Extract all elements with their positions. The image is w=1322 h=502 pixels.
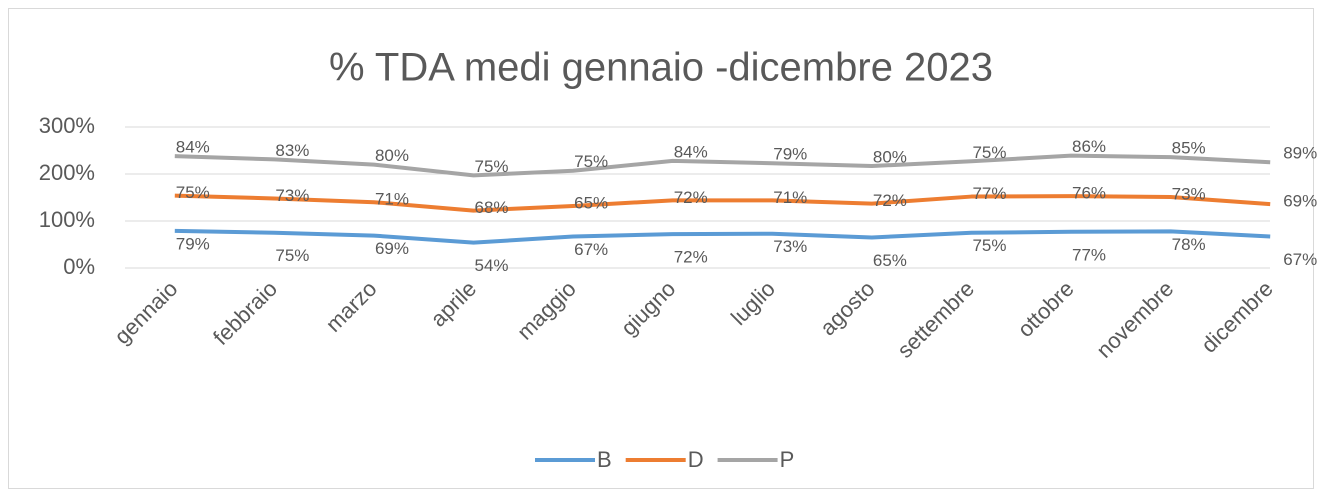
data-label: 76% — [1072, 184, 1106, 203]
chart-border — [8, 8, 1314, 489]
data-label: 69% — [1283, 192, 1317, 211]
data-label: 69% — [375, 239, 409, 258]
data-label: 80% — [873, 147, 907, 166]
data-label: 54% — [475, 256, 509, 275]
series-line — [174, 193, 1271, 213]
data-label: 75% — [475, 157, 509, 176]
data-label: 85% — [1172, 139, 1206, 158]
data-label: 67% — [1283, 250, 1317, 269]
data-label: 80% — [375, 146, 409, 165]
data-label: 77% — [1072, 245, 1106, 264]
data-label: 67% — [574, 240, 608, 259]
series-line — [174, 153, 1271, 178]
data-label: 71% — [773, 188, 807, 207]
legend-label: D — [688, 447, 704, 472]
data-label: 71% — [375, 190, 409, 209]
data-label: 75% — [574, 152, 608, 171]
data-label: 84% — [674, 142, 708, 161]
y-tick-label: 100% — [39, 207, 95, 232]
data-label: 84% — [176, 138, 210, 157]
data-label: 72% — [674, 188, 708, 207]
data-label: 73% — [773, 237, 807, 256]
data-label: 65% — [873, 251, 907, 270]
data-label: 65% — [574, 193, 608, 212]
data-label: 73% — [275, 186, 309, 205]
data-label: 89% — [1283, 144, 1317, 163]
series-line — [174, 228, 1271, 245]
data-label: 77% — [972, 184, 1006, 203]
data-label: 79% — [773, 145, 807, 164]
data-label: 72% — [674, 248, 708, 267]
data-label: 73% — [1172, 185, 1206, 204]
data-label: 75% — [176, 183, 210, 202]
y-tick-label: 0% — [63, 254, 95, 279]
data-label: 78% — [1172, 235, 1206, 254]
legend-label: P — [780, 447, 795, 472]
data-label: 83% — [275, 141, 309, 160]
legend-label: B — [597, 447, 612, 472]
data-label: 86% — [1072, 137, 1106, 156]
y-tick-label: 200% — [39, 160, 95, 185]
y-tick-label: 300% — [39, 113, 95, 138]
data-label: 68% — [475, 198, 509, 217]
data-label: 75% — [972, 143, 1006, 162]
data-label: 72% — [873, 191, 907, 210]
data-label: 79% — [176, 234, 210, 253]
chart-title: % TDA medi gennaio -dicembre 2023 — [329, 46, 993, 90]
data-label: 75% — [275, 246, 309, 265]
data-label: 75% — [972, 236, 1006, 255]
